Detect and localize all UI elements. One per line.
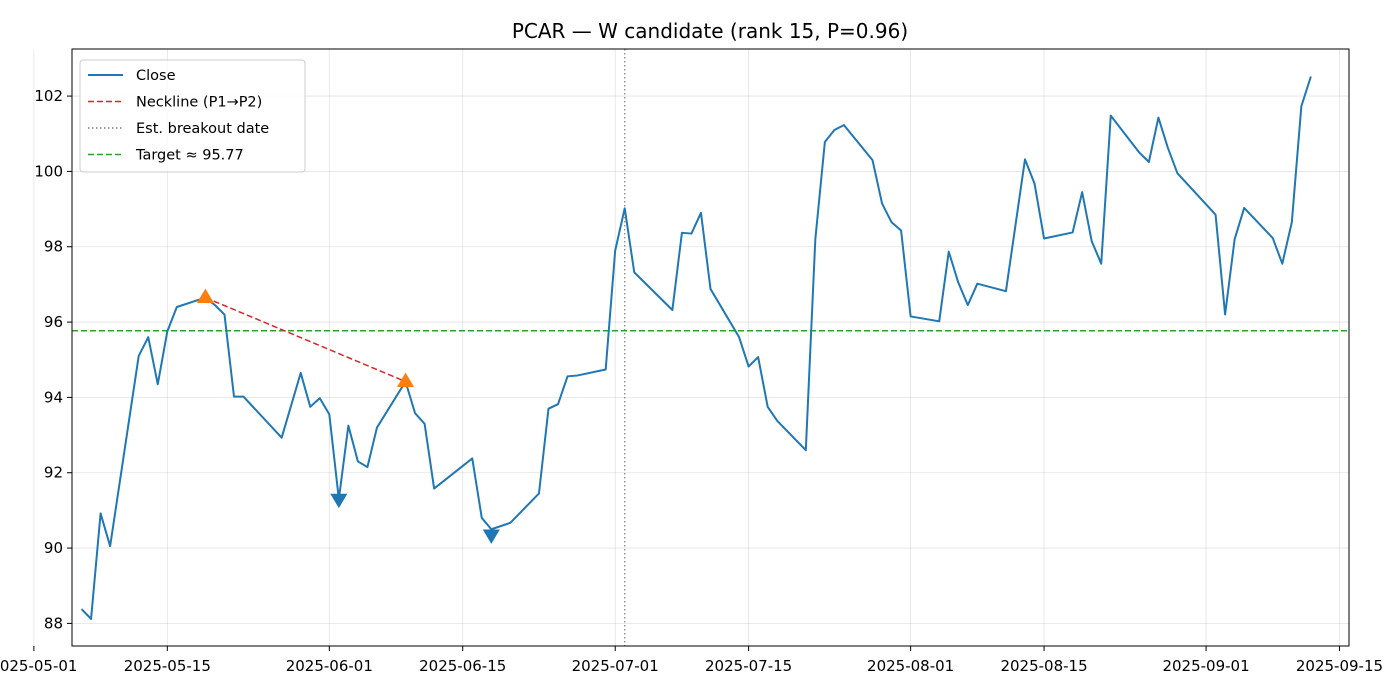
peak-marker [396,372,415,387]
y-tick-label: 92 [44,464,63,482]
legend-label: Est. breakout date [136,121,269,137]
x-tick-label: 2025-05-01 [0,657,77,675]
legend: Close Neckline (P1→P2) Est. breakout date T… [79,59,306,173]
chart-title: PCAR — W candidate (rank 15, P=0.96) [512,19,908,43]
trough-marker [482,529,500,544]
x-tick-label: 2025-05-15 [124,657,211,675]
peak-marker [196,288,214,303]
y-tick-label: 88 [44,614,63,632]
legend-label: Target ≈ 95.77 [135,148,244,164]
legend-label: Close [136,68,176,84]
x-tick-label: 2025-06-01 [286,657,373,675]
trough-marker [330,493,348,509]
y-tick-label: 90 [44,539,63,557]
x-tick-label: 2025-09-15 [1296,657,1383,675]
x-tick-label: 2025-07-15 [705,657,792,675]
y-tick-label: 102 [34,87,63,105]
grid [33,49,1349,646]
legend-box [79,59,306,173]
neckline [205,296,406,383]
y-tick-label: 96 [44,313,63,331]
x-tick-label: 2025-08-15 [1000,657,1087,675]
x-tick-label: 2025-06-15 [419,657,506,675]
legend-label: Neckline (P1→P2) [136,95,262,111]
x-tick-label: 2025-07-01 [572,657,659,675]
y-tick-label: 98 [44,238,63,256]
markers [196,288,500,544]
series-lines [80,76,1312,620]
x-tick-label: 2025-08-01 [867,657,954,675]
close-price-line [80,76,1312,620]
axes: 2025-05-01 2025-05-15 2025-06-01 2025-06-15… [0,87,1383,675]
y-tick-label: 100 [34,162,63,180]
plot-frame [71,48,1350,647]
x-tick-label: 2025-09-01 [1162,657,1249,675]
y-tick-label: 94 [44,388,63,406]
